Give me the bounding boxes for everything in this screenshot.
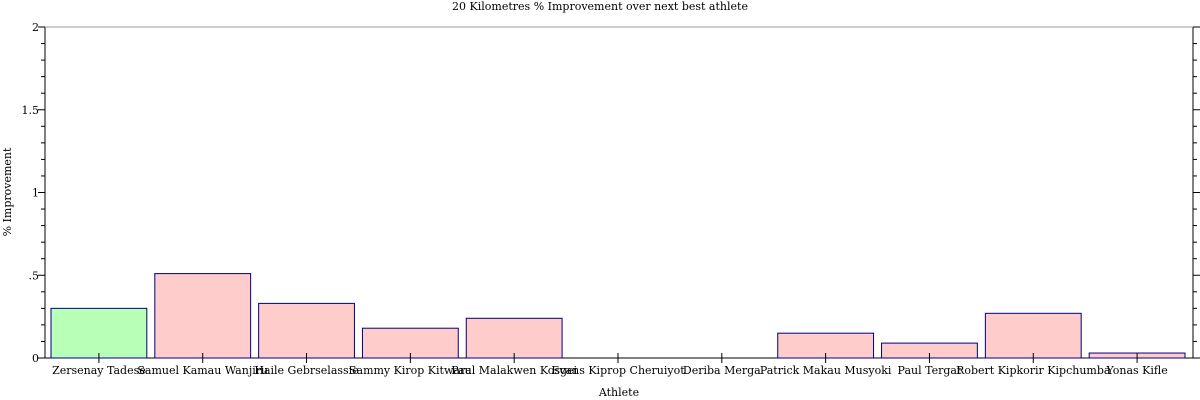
- x-tick-label: Deriba Merga: [683, 364, 761, 377]
- y-tick-label: 0: [32, 352, 39, 365]
- x-tick-label: Samuel Kamau Wanjiru: [137, 364, 268, 377]
- x-tick-label: Patrick Makau Musyoki: [760, 364, 892, 377]
- x-tick-label: Haile Gebrselassie: [254, 364, 358, 377]
- x-tick-label: Evans Kiprop Cheruiyot: [551, 364, 685, 377]
- bar: [258, 302, 355, 359]
- y-tick-label: 1.5: [22, 104, 40, 117]
- x-tick-label: Yonas Kifle: [1105, 364, 1167, 377]
- y-tick-label: 1: [32, 187, 39, 200]
- bar: [154, 273, 252, 359]
- x-axis-label: Athlete: [598, 386, 639, 399]
- x-tick-label: Robert Kipkorir Kipchumba: [956, 364, 1111, 377]
- y-axis-label: % Improvement: [1, 147, 14, 236]
- x-tick-label: Zersenay Tadese: [52, 364, 146, 377]
- bar: [465, 317, 563, 359]
- y-tick-label: 2: [32, 21, 39, 34]
- chart-title: 20 Kilometres % Improvement over next be…: [452, 0, 748, 13]
- bar: [50, 307, 148, 359]
- bar: [984, 312, 1082, 359]
- x-tick-label: Paul Tergat: [898, 364, 962, 377]
- x-tick-label: Sammy Kirop Kitwara: [349, 364, 472, 377]
- y-tick-label: .5: [29, 269, 40, 282]
- x-tick-label: Paul Malakwen Kosgei: [451, 364, 577, 377]
